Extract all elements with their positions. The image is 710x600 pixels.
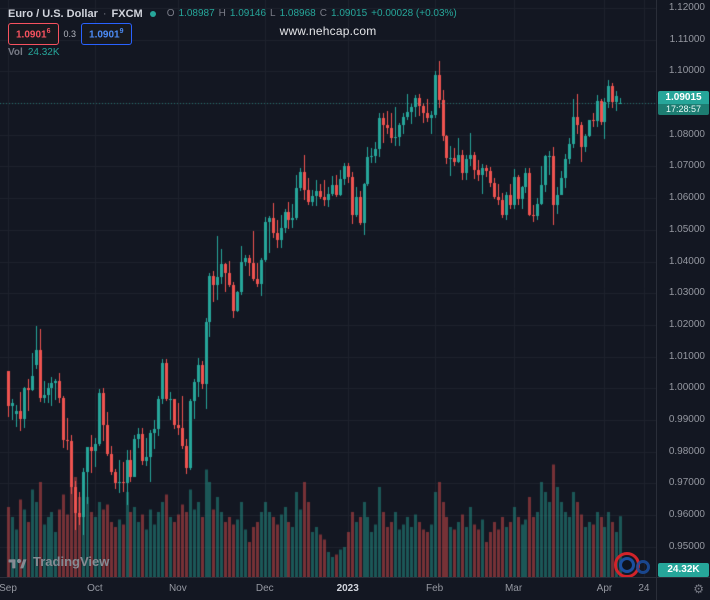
- price-axis-label: 1.05000: [668, 223, 705, 235]
- low-label: L: [270, 8, 276, 19]
- price-axis-label: 1.02000: [668, 318, 705, 330]
- high-label: H: [218, 8, 226, 19]
- sell-price: 1.0901: [16, 29, 47, 41]
- tradingview-attribution[interactable]: TradingView: [8, 553, 109, 570]
- symbol-title[interactable]: Euro / U.S. Dollar: [8, 7, 98, 20]
- site-logo-blue-ring: [619, 557, 635, 573]
- last-price-badge: 1.09015 17:28:57: [658, 90, 709, 115]
- volume-value: 24.32K: [27, 47, 60, 58]
- gear-icon[interactable]: ⚙: [693, 582, 704, 596]
- volume-label: Vol: [8, 47, 23, 58]
- price-axis-label: 0.96000: [668, 509, 705, 521]
- price-axis[interactable]: 1.09015 17:28:57 24.32K 1.12000 1.11000 1.…: [656, 0, 710, 577]
- time-axis-label: Feb: [425, 583, 444, 594]
- buy-button[interactable]: 1.09019: [81, 23, 132, 45]
- spread-value: 0.3: [63, 29, 77, 39]
- symbol-legend: Euro / U.S. Dollar · FXCM O 1.08987 H 1.…: [8, 6, 457, 58]
- time-axis-label: Mar: [504, 583, 523, 594]
- close-value: 1.09015: [330, 8, 368, 19]
- buy-price-pip: 9: [119, 28, 124, 36]
- candle-countdown: 17:28:57: [658, 103, 709, 115]
- tradingview-logo-icon: [8, 553, 27, 570]
- price-axis-label: 1.08000: [668, 128, 705, 140]
- change-value: +0.00028 (+0.03%): [371, 8, 457, 19]
- price-axis-label: 1.12000: [668, 1, 705, 13]
- price-axis-label: 0.99000: [668, 414, 705, 426]
- time-axis-label: Apr: [596, 583, 613, 594]
- price-axis-label: 1.03000: [668, 287, 705, 299]
- price-axis-label: 1.11000: [669, 33, 705, 45]
- time-axis-label: Nov: [168, 583, 187, 594]
- site-logo-outer-blue-ring: [636, 560, 650, 574]
- price-axis-label: 1.01000: [668, 350, 705, 362]
- volume-axis-badge: 24.32K: [658, 563, 709, 577]
- exchange-label: FXCM: [111, 7, 143, 20]
- open-label: O: [166, 8, 175, 19]
- time-axis-label: 2023: [336, 583, 359, 594]
- market-status-icon: [149, 10, 156, 17]
- axis-corner: ⚙: [656, 577, 710, 600]
- price-axis-label: 0.95000: [668, 540, 705, 552]
- time-axis-label: Oct: [87, 583, 103, 594]
- bid-ask-row: 1.09016 0.3 1.09019: [8, 23, 457, 45]
- ohlc-readout: O 1.08987 H 1.09146 L 1.08968 C 1.09015 …: [167, 8, 457, 19]
- time-axis-label: Dec: [255, 583, 274, 594]
- price-axis-label: 1.00000: [668, 382, 705, 394]
- tradingview-logo-text: TradingView: [33, 554, 110, 569]
- price-axis-label: 1.06000: [668, 192, 705, 204]
- price-axis-label: 1.07000: [668, 160, 705, 172]
- time-axis-label: Sep: [0, 583, 17, 594]
- volume-legend: Vol 24.32K: [8, 47, 457, 58]
- price-axis-label: 1.04000: [668, 255, 705, 267]
- open-value: 1.08987: [178, 8, 215, 19]
- buy-price: 1.0901: [89, 29, 120, 41]
- sell-button[interactable]: 1.09016: [8, 23, 59, 45]
- candlestick-chart-canvas[interactable]: [0, 0, 656, 577]
- title-separator: ·: [102, 7, 107, 20]
- price-axis-label: 1.10000: [668, 65, 705, 77]
- low-value: 1.08968: [279, 8, 316, 19]
- time-axis-label: 24: [638, 583, 650, 594]
- legend-title-row: Euro / U.S. Dollar · FXCM O 1.08987 H 1.…: [8, 6, 457, 21]
- site-logo-icon: [612, 552, 654, 580]
- sell-price-pip: 6: [46, 28, 51, 36]
- time-axis[interactable]: Sep Oct Nov Dec 2023 Feb Mar Apr 24: [0, 577, 656, 600]
- last-price-value: 1.09015: [658, 90, 709, 104]
- high-value: 1.09146: [229, 8, 267, 19]
- price-axis-label: 0.97000: [668, 477, 705, 489]
- price-axis-label: 0.98000: [668, 445, 705, 457]
- watermark-url: www.nehcap.com: [279, 24, 377, 38]
- close-label: C: [319, 8, 327, 19]
